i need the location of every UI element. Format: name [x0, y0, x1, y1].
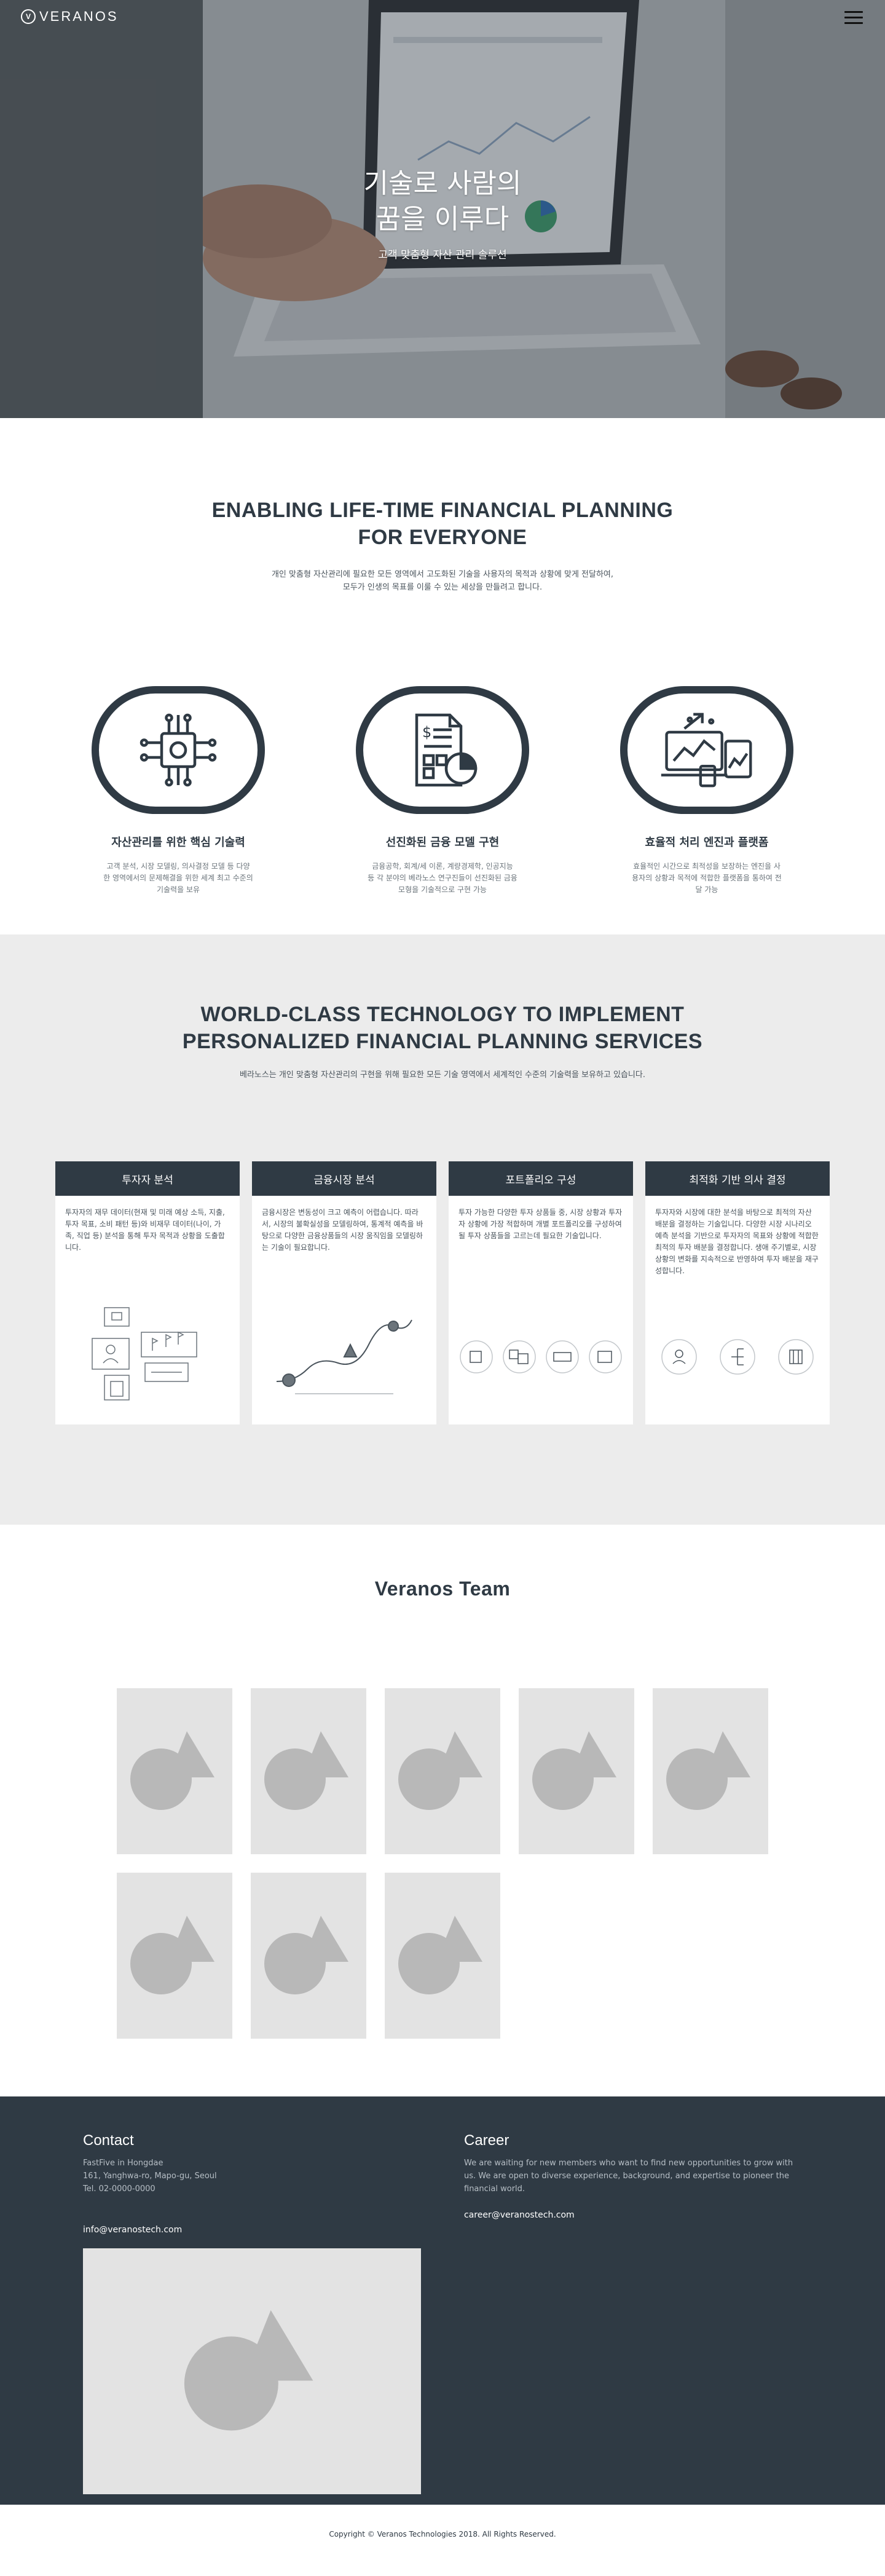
team-member-photo[interactable] — [117, 1688, 232, 1854]
hero-title: 기술로 사람의 꿈을 이루다 — [0, 166, 885, 237]
about-title-line2: FOR EVERYONE — [358, 526, 527, 549]
logo-text: VERANOS — [39, 9, 119, 24]
technology-card-list: 투자자 분석 투자자의 재무 데이터(현재 및 미래 예상 소득, 지출, 투자… — [55, 1161, 830, 1424]
about-desc-line2: 모두가 인생의 목표를 이룰 수 있는 세상을 만들려고 합니다. — [342, 583, 543, 592]
about-section: ENABLING LIFE-TIME FINANCIAL PLANNING FO… — [0, 418, 885, 934]
technology-card: 포트폴리오 구성 투자 가능한 다양한 투자 상품들 중, 시장 상황과 투자자… — [449, 1161, 633, 1424]
investor-profile-icon — [92, 1307, 197, 1401]
technology-title-line1: WORLD-CLASS TECHNOLOGY TO IMPLEMENT — [200, 1003, 685, 1026]
brand-logo[interactable]: V VERANOS — [21, 9, 119, 25]
team-title: Veranos Team — [374, 1578, 511, 1600]
contact-company: FastFive in Hongdae — [83, 2159, 163, 2168]
hero-background-image — [0, 0, 885, 418]
image-placeholder-icon — [264, 1916, 348, 1994]
card-text: 투자자와 시장에 대한 분석을 바탕으로 최적의 자산 배분을 결정하는 기술입… — [655, 1208, 819, 1275]
image-placeholder-icon — [666, 1731, 750, 1810]
feature-icon-frame — [92, 686, 265, 814]
image-placeholder-icon — [264, 1731, 348, 1810]
decision-icons — [661, 1339, 814, 1375]
team-member-photo[interactable] — [653, 1688, 768, 1854]
optimization-illustration — [645, 1289, 830, 1424]
card-title: 포트폴리오 구성 — [449, 1161, 633, 1196]
image-placeholder-icon — [532, 1731, 616, 1810]
feature-item: 자산관리를 위한 핵심 기술력 고객 분석, 시장 모델링, 의사결정 모델 등… — [86, 686, 270, 896]
feature-description: 효율적인 시간으로 최적성을 보장하는 엔진을 사용자의 상황과 목적에 적합한… — [632, 862, 782, 894]
image-placeholder-icon — [184, 2310, 313, 2431]
feature-item: $ 선진화된 금융 모델 구현 금융공학, 회계/세 이론, 계량경제학, 인공… — [350, 686, 535, 896]
contact-tel: Tel. 02-0000-0000 — [83, 2184, 155, 2194]
chip-icon — [140, 713, 217, 787]
devices-chart-icon — [661, 713, 752, 788]
market-analysis-illustration — [252, 1289, 436, 1424]
career-column: Career We are waiting for new members wh… — [464, 2132, 802, 2494]
feature-item: 효율적 처리 엔진과 플랫폼 효율적인 시간으로 최적성을 보장하는 엔진을 사… — [615, 686, 799, 896]
about-title: ENABLING LIFE-TIME FINANCIAL PLANNING FO… — [0, 497, 885, 551]
technology-card: 최적화 기반 의사 결정 투자자와 시장에 대한 분석을 바탕으로 최적의 자산… — [645, 1161, 830, 1424]
card-text: 금융시장은 변동성이 크고 예측이 어렵습니다. 따라서, 시장의 불확실성을 … — [262, 1208, 423, 1252]
card-title: 최적화 기반 의사 결정 — [645, 1161, 830, 1196]
technology-title-line2: PERSONALIZED FINANCIAL PLANNING SERVICES — [182, 1030, 703, 1053]
feature-title: 효율적 처리 엔진과 플랫폼 — [645, 836, 769, 849]
technology-title: WORLD-CLASS TECHNOLOGY TO IMPLEMENT PERS… — [0, 1001, 885, 1055]
image-placeholder-icon — [398, 1916, 482, 1994]
portfolio-illustration — [449, 1289, 633, 1424]
technology-description: 베라노스는 개인 맞춤형 자산관리의 구현을 위해 필요한 모든 기술 영역에서… — [240, 1070, 645, 1080]
hero-title-line1: 기술로 사람의 — [363, 168, 522, 199]
team-member-photo[interactable] — [385, 1873, 500, 2039]
hero-text: 기술로 사람의 꿈을 이루다 고객 맞춤형 자산 관리 솔루션 — [0, 166, 885, 261]
technology-card: 투자자 분석 투자자의 재무 데이터(현재 및 미래 예상 소득, 지출, 투자… — [55, 1161, 240, 1424]
card-title: 금융시장 분석 — [252, 1161, 436, 1196]
technology-section: WORLD-CLASS TECHNOLOGY TO IMPLEMENT PERS… — [0, 934, 885, 1525]
feature-list: 자산관리를 위한 핵심 기술력 고객 분석, 시장 모델링, 의사결정 모델 등… — [86, 686, 799, 896]
image-placeholder-icon — [398, 1731, 482, 1810]
contact-column: Contact FastFive in Hongdae 161, Yanghwa… — [83, 2132, 464, 2494]
card-text: 투자자의 재무 데이터(현재 및 미래 예상 소득, 지출, 투자 목표, 소비… — [65, 1208, 225, 1252]
footer: Contact FastFive in Hongdae 161, Yanghwa… — [0, 2096, 885, 2564]
hero-title-line2: 꿈을 이루다 — [376, 203, 509, 235]
team-member-photo[interactable] — [519, 1688, 634, 1854]
about-description: 개인 맞춤형 자산관리에 필요한 모든 영역에서 고도화된 기술을 사용자의 목… — [0, 568, 885, 594]
feature-title: 선진화된 금융 모델 구현 — [385, 836, 500, 849]
copyright: Copyright © Veranos Technologies 2018. A… — [0, 2505, 885, 2564]
feature-icon-frame: $ — [356, 686, 529, 814]
top-navigation: V VERANOS — [0, 0, 885, 37]
svg-text:$: $ — [422, 724, 431, 741]
hero-section: V VERANOS 기술로 사람의 꿈을 이루다 고객 맞춤형 자산 관리 솔루… — [0, 0, 885, 418]
career-text: We are waiting for new members who want … — [464, 2159, 793, 2194]
location-map[interactable] — [83, 2248, 421, 2494]
contact-email-link[interactable]: info@veranostech.com — [83, 2225, 183, 2235]
team-grid — [117, 1688, 768, 2039]
hamburger-menu-icon[interactable] — [844, 11, 863, 26]
feature-description: 금융공학, 회계/세 이론, 계량경제학, 인공지능 등 각 분야의 베라노스 … — [368, 862, 517, 894]
market-trend-icon — [276, 1319, 412, 1394]
team-member-photo[interactable] — [251, 1688, 366, 1854]
career-title: Career — [464, 2132, 509, 2149]
hero-overlay — [0, 0, 885, 418]
investor-analysis-illustration — [55, 1289, 240, 1424]
about-title-line1: ENABLING LIFE-TIME FINANCIAL PLANNING — [211, 499, 674, 522]
portfolio-blocks-icon — [460, 1340, 622, 1373]
footer-columns: Contact FastFive in Hongdae 161, Yanghwa… — [83, 2096, 802, 2494]
contact-title: Contact — [83, 2132, 134, 2149]
financial-report-icon: $ — [415, 713, 478, 787]
feature-title: 자산관리를 위한 핵심 기술력 — [111, 836, 245, 849]
hero-subtitle: 고객 맞춤형 자산 관리 솔루션 — [378, 249, 507, 261]
feature-icon-frame — [620, 686, 793, 814]
logo-mark-icon: V — [21, 9, 36, 24]
image-placeholder-icon — [130, 1731, 214, 1810]
career-email-link[interactable]: career@veranostech.com — [464, 2210, 575, 2220]
team-member-photo[interactable] — [251, 1873, 366, 2039]
contact-address: 161, Yanghwa-ro, Mapo-gu, Seoul — [83, 2171, 217, 2181]
card-title: 투자자 분석 — [55, 1161, 240, 1196]
team-member-photo[interactable] — [385, 1688, 500, 1854]
technology-card: 금융시장 분석 금융시장은 변동성이 크고 예측이 어렵습니다. 따라서, 시장… — [252, 1161, 436, 1424]
team-section: Veranos Team — [0, 1525, 885, 2096]
feature-description: 고객 분석, 시장 모델링, 의사결정 모델 등 다양한 영역에서의 문제해결을… — [103, 862, 253, 894]
image-placeholder-icon — [130, 1916, 214, 1994]
card-text: 투자 가능한 다양한 투자 상품들 중, 시장 상황과 투자자 상황에 가장 적… — [458, 1208, 623, 1240]
about-desc-line1: 개인 맞춤형 자산관리에 필요한 모든 영역에서 고도화된 기술을 사용자의 목… — [271, 570, 614, 579]
team-member-photo[interactable] — [117, 1873, 232, 2039]
